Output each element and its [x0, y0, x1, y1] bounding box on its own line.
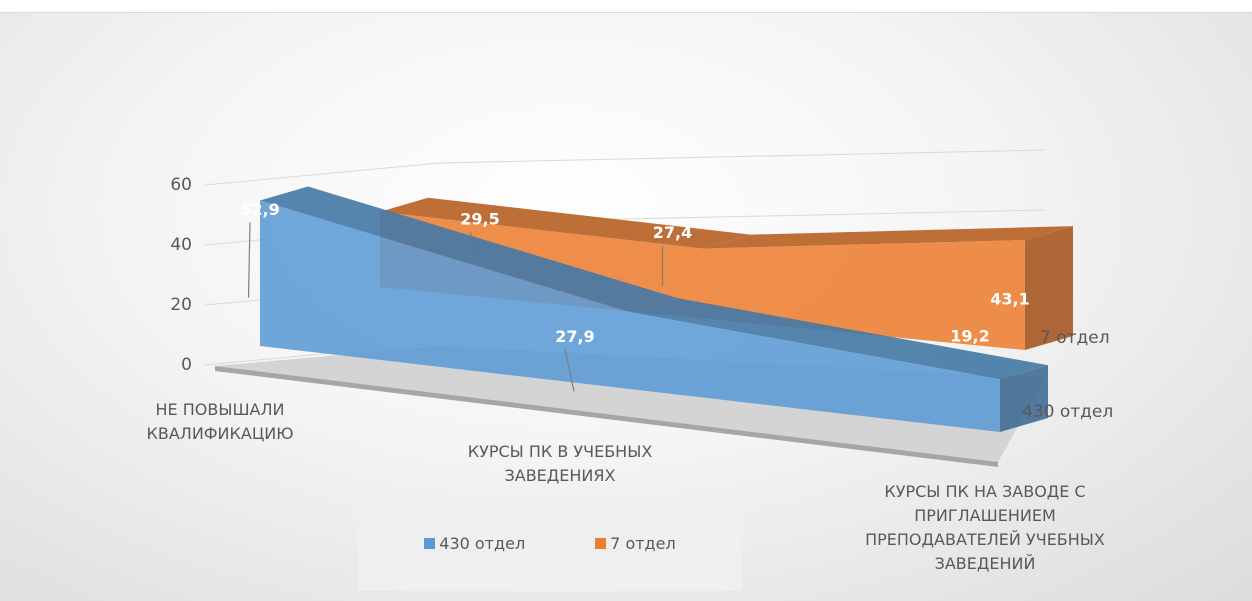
depth-label: 7 отдел	[1040, 328, 1110, 348]
area-top	[630, 298, 1048, 380]
area-top	[380, 197, 751, 249]
area-side	[1000, 365, 1048, 432]
data-label: 27,4	[653, 223, 692, 242]
area	[260, 200, 1000, 432]
y-tick-label: 20	[170, 295, 192, 315]
area	[380, 211, 1025, 350]
y-tick-label: 60	[170, 175, 192, 195]
area-side	[1025, 226, 1073, 350]
leader-line	[247, 222, 251, 298]
y-tick-label: 0	[181, 355, 192, 375]
y-tick-label: 40	[170, 235, 192, 255]
legend-item: 7 отдел	[595, 534, 676, 553]
legend-swatch	[595, 537, 607, 549]
legend-label: 430 отдел	[439, 533, 526, 553]
legend-label: 7 отдел	[610, 533, 676, 553]
data-label: 52,9	[240, 200, 279, 219]
data-label: 27,9	[555, 327, 594, 346]
leader-line	[564, 349, 575, 392]
grid-line	[204, 149, 1046, 186]
legend-item: 430 отдел	[424, 534, 525, 553]
top-border	[0, 0, 1252, 13]
data-label: 19,2	[950, 327, 989, 346]
area-top	[702, 226, 1073, 249]
floor-edge	[215, 366, 998, 467]
legend: 430 отдел 7 отдел	[358, 495, 742, 591]
x-tick-label: КУРСЫ ПК НА ЗАВОДЕ С ПРИГЛАШЕНИЕМ ПРЕПОД…	[865, 482, 1105, 573]
data-label: 43,1	[990, 290, 1029, 309]
x-tick-label: КУРСЫ ПК В УЧЕБНЫХ ЗАВЕДЕНИЯХ	[467, 442, 653, 485]
x-tick-label: НЕ ПОВЫШАЛИ КВАЛИФИКАЦИЮ	[146, 400, 294, 443]
depth-label: 430 отдел	[1022, 402, 1113, 422]
area-top	[260, 186, 678, 313]
legend-swatch	[424, 537, 436, 549]
data-label: 29,5	[460, 209, 499, 228]
